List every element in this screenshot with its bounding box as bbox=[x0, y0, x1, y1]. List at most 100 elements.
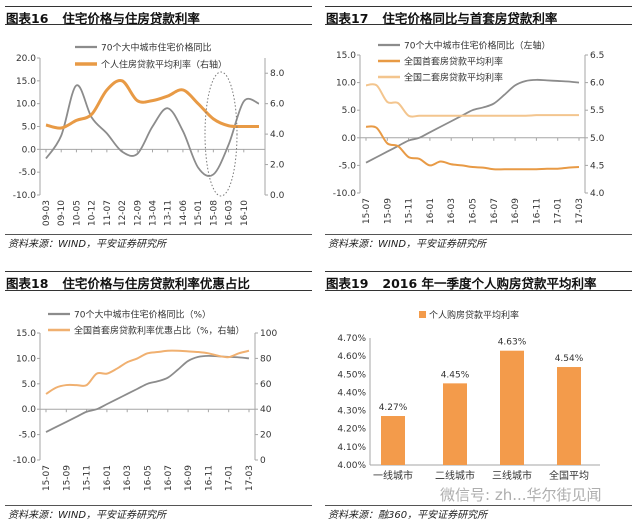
chart18-x-tick-label: 17-03 bbox=[245, 465, 255, 491]
panel16-source: 资料来源：WIND，平安证券研究所 bbox=[8, 239, 167, 250]
chart18-x-tick-label: 15-11 bbox=[83, 465, 93, 491]
chart19-y-tick-label: 4.60% bbox=[337, 352, 366, 362]
chart16-series-price-yoy bbox=[45, 84, 260, 177]
chart19-y-tick-label: 4.20% bbox=[337, 425, 366, 435]
panel17-title-rule bbox=[325, 24, 632, 25]
chart18-y-tick-label: 0.0 bbox=[22, 405, 37, 415]
panel19-source: 资料来源：融360，平安证券研究所 bbox=[328, 510, 488, 521]
chart18-x-tick-label: 16-05 bbox=[144, 465, 154, 491]
chart17-x-tick-label: 16-03 bbox=[447, 198, 457, 224]
panel17-top-rule bbox=[325, 6, 632, 7]
chart16-x-tick-label: 12-09 bbox=[133, 200, 143, 226]
chart16-x-tick-label: 09-03 bbox=[42, 200, 52, 226]
panel16-title-rule bbox=[5, 24, 312, 25]
chart19-data-label: 4.45% bbox=[441, 370, 470, 380]
chart18-x-tick-label: 16-07 bbox=[164, 465, 174, 491]
chart19-y-tick-label: 4.70% bbox=[337, 334, 366, 344]
chart16-y2-tick-label: 6.0 bbox=[270, 100, 285, 110]
chart19-category-label: 全国平均 bbox=[549, 469, 589, 482]
panel19-title-text: 2016 年一季度个人购房贷款平均利率 bbox=[382, 276, 597, 291]
chart17-y2-tick-label: 5.5 bbox=[590, 106, 604, 116]
chart16-x-tick-label: 15-01 bbox=[194, 200, 204, 226]
panel19-title: 图表19 2016 年一季度个人购房贷款平均利率 bbox=[326, 273, 597, 292]
chart16-x-tick-label: 16-10 bbox=[240, 200, 250, 226]
panel18-source: 资料来源：WIND，平安证券研究所 bbox=[8, 510, 167, 521]
chart17-y2-tick-label: 6.0 bbox=[590, 79, 605, 89]
chart17-x-tick-label: 15-11 bbox=[405, 198, 415, 224]
chart17-x-tick-label: 16-11 bbox=[532, 198, 542, 224]
panel19-source-rule bbox=[325, 505, 632, 506]
chart17-y2-tick-label: 4.5 bbox=[590, 161, 604, 171]
chart18-y-tick-label: -10.0 bbox=[13, 456, 37, 466]
chart16-y2-tick-label: 0.0 bbox=[270, 191, 285, 201]
chart16-y-tick-label: 10.0 bbox=[16, 100, 36, 110]
panel18-title: 图表18 住宅价格与住房贷款利率优惠占比 bbox=[6, 273, 250, 292]
chart18-legend-label: 全国首套房贷款利率优惠占比（%，右轴） bbox=[74, 325, 245, 337]
chart16-x-tick-label: 14-06 bbox=[179, 200, 189, 226]
chart18-x-tick-label: 16-11 bbox=[204, 465, 214, 491]
panel19-number: 图表19 bbox=[326, 276, 369, 291]
chart16-x-tick-label: 10-05 bbox=[72, 200, 82, 226]
chart17-series-price-yoy bbox=[365, 78, 580, 164]
chart16-y2-tick-label: 4.0 bbox=[270, 130, 285, 140]
chart17-y-tick-label: -10.0 bbox=[333, 189, 357, 199]
chart16-x-tick-label: 16-03 bbox=[225, 200, 235, 226]
chart17-legend-label: 全国首套房贷款平均利率 bbox=[404, 56, 503, 68]
chart18-y-tick-label: 15.0 bbox=[16, 329, 36, 339]
chart17-series-rate-1 bbox=[365, 125, 580, 171]
chart16-highlight-ellipse bbox=[204, 71, 238, 197]
chart18-x-tick-label: 15-09 bbox=[62, 465, 72, 491]
chart17-x-tick-label: 16-09 bbox=[511, 198, 521, 224]
chart18-x-tick-label: 17-01 bbox=[225, 465, 235, 491]
chart18-y2-tick-label: 60 bbox=[260, 380, 272, 390]
chart19-y-tick-label: 4.50% bbox=[337, 370, 366, 380]
panel16-title: 图表16 住宅价格与住房贷款利率 bbox=[6, 8, 200, 27]
panel18-title-rule bbox=[5, 290, 312, 291]
panel17-title: 图表17 住宅价格同比与首套房贷款利率 bbox=[326, 8, 557, 27]
chart18-series-price-yoy bbox=[45, 354, 250, 433]
chart17-y2-tick-label: 6.5 bbox=[590, 51, 604, 61]
chart17-x-tick-label: 15-09 bbox=[383, 198, 393, 224]
chart16-x-tick-label: 12-02 bbox=[118, 200, 128, 226]
chart17-y-tick-label: 0.0 bbox=[342, 134, 357, 144]
chart18-x-tick-label: 16-09 bbox=[184, 465, 194, 491]
chart19-bar bbox=[443, 383, 467, 465]
panel16-source-rule bbox=[5, 234, 312, 235]
chart19-data-label: 4.63% bbox=[498, 338, 527, 348]
chart16-x-tick-label: 13-11 bbox=[164, 200, 174, 226]
chart17-x-tick-label: 15-07 bbox=[362, 198, 372, 224]
panel16-number: 图表16 bbox=[6, 11, 49, 26]
chart18-legend-label: 70个大中城市住宅价格同比（%） bbox=[74, 309, 211, 321]
chart19-y-tick-label: 4.30% bbox=[337, 407, 366, 417]
chart18-y2-tick-label: 100 bbox=[260, 329, 277, 339]
chart16-y-tick-label: 15.0 bbox=[16, 77, 36, 87]
panel16-title-text: 住宅价格与住房贷款利率 bbox=[62, 11, 200, 26]
chart17-series-rate-2 bbox=[365, 83, 579, 118]
panel18-title-text: 住宅价格与住房贷款利率优惠占比 bbox=[62, 276, 250, 291]
panel18-source-rule bbox=[5, 505, 312, 506]
chart18-y2-tick-label: 0 bbox=[260, 456, 266, 466]
chart16-y-tick-label: 0.0 bbox=[22, 145, 37, 155]
chart18-x-tick-label: 16-01 bbox=[103, 465, 113, 491]
chart16-y-tick-label: 20.0 bbox=[16, 54, 36, 64]
chart17-y-tick-label: 5.0 bbox=[342, 106, 357, 116]
chart17-x-tick-label: 16-07 bbox=[490, 198, 500, 224]
panel19-top-rule bbox=[325, 271, 632, 272]
chart19-category-label: 三线城市 bbox=[492, 469, 532, 482]
chart19-legend-label: 个人购房贷款平均利率 bbox=[429, 309, 519, 321]
chart16-x-tick-label: 09-10 bbox=[57, 200, 67, 226]
chart17-x-tick-label: 17-03 bbox=[575, 198, 585, 224]
chart17-x-tick-label: 17-01 bbox=[554, 198, 564, 224]
chart19-y-tick-label: 4.40% bbox=[337, 388, 366, 398]
chart19-data-label: 4.54% bbox=[555, 354, 584, 364]
chart18-y-tick-label: 5.0 bbox=[22, 380, 37, 390]
chart19-data-label: 4.27% bbox=[379, 403, 408, 413]
chart19-category-label: 二线城市 bbox=[435, 469, 475, 482]
panel18-top-rule bbox=[5, 271, 312, 272]
chart19-bar bbox=[557, 367, 581, 465]
chart16-x-tick-label: 15-08 bbox=[209, 200, 219, 226]
chart18-y-tick-label: 10.0 bbox=[16, 354, 36, 364]
chart16-y2-tick-label: 8.0 bbox=[270, 69, 285, 79]
chart17-x-tick-label: 16-01 bbox=[426, 198, 436, 224]
